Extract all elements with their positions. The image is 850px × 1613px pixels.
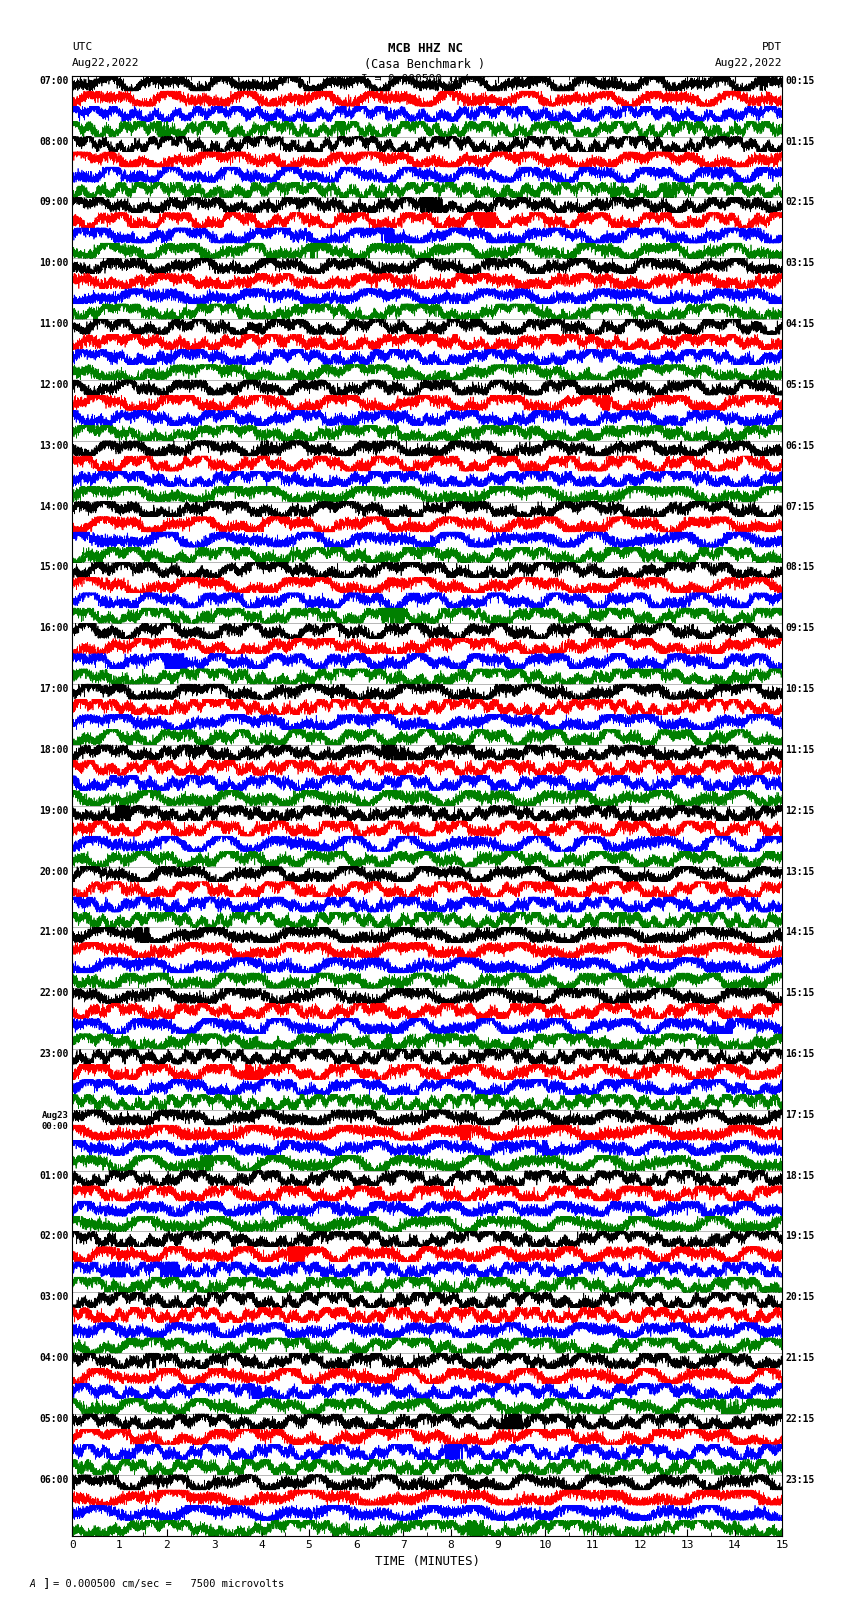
- Text: 02:00: 02:00: [39, 1231, 69, 1242]
- Text: 14:15: 14:15: [785, 927, 815, 937]
- Text: 02:15: 02:15: [785, 197, 815, 208]
- Text: 17:00: 17:00: [39, 684, 69, 694]
- Text: PDT: PDT: [762, 42, 782, 52]
- Text: 00:15: 00:15: [785, 76, 815, 85]
- Text: 04:00: 04:00: [39, 1353, 69, 1363]
- Text: 08:00: 08:00: [39, 137, 69, 147]
- Text: 19:00: 19:00: [39, 806, 69, 816]
- Text: 15:00: 15:00: [39, 563, 69, 573]
- Text: 20:00: 20:00: [39, 866, 69, 876]
- Text: I = 0.000500 cm/sec: I = 0.000500 cm/sec: [361, 74, 489, 84]
- Text: MCB HHZ NC: MCB HHZ NC: [388, 42, 462, 55]
- Text: (Casa Benchmark ): (Casa Benchmark ): [365, 58, 485, 71]
- Text: ]: ]: [42, 1578, 50, 1590]
- Text: 21:15: 21:15: [785, 1353, 815, 1363]
- Text: 13:15: 13:15: [785, 866, 815, 876]
- Text: 11:15: 11:15: [785, 745, 815, 755]
- Text: 10:15: 10:15: [785, 684, 815, 694]
- Text: 08:15: 08:15: [785, 563, 815, 573]
- Text: 19:15: 19:15: [785, 1231, 815, 1242]
- Text: Aug23
00:00: Aug23 00:00: [42, 1111, 69, 1131]
- Text: 15:15: 15:15: [785, 989, 815, 998]
- Text: 09:15: 09:15: [785, 623, 815, 634]
- Text: 03:00: 03:00: [39, 1292, 69, 1302]
- Text: Aug22,2022: Aug22,2022: [72, 58, 139, 68]
- Text: 22:15: 22:15: [785, 1415, 815, 1424]
- Text: 23:00: 23:00: [39, 1048, 69, 1060]
- Text: 05:00: 05:00: [39, 1415, 69, 1424]
- Text: 17:15: 17:15: [785, 1110, 815, 1119]
- Text: 12:15: 12:15: [785, 806, 815, 816]
- Text: 01:00: 01:00: [39, 1171, 69, 1181]
- Text: 07:00: 07:00: [39, 76, 69, 85]
- Text: 18:00: 18:00: [39, 745, 69, 755]
- Text: 23:15: 23:15: [785, 1474, 815, 1484]
- Text: UTC: UTC: [72, 42, 93, 52]
- Text: 09:00: 09:00: [39, 197, 69, 208]
- Text: 10:00: 10:00: [39, 258, 69, 268]
- Text: 14:00: 14:00: [39, 502, 69, 511]
- Text: 12:00: 12:00: [39, 381, 69, 390]
- Text: 06:15: 06:15: [785, 440, 815, 450]
- X-axis label: TIME (MINUTES): TIME (MINUTES): [375, 1555, 479, 1568]
- Text: 20:15: 20:15: [785, 1292, 815, 1302]
- Text: 22:00: 22:00: [39, 989, 69, 998]
- Text: 05:15: 05:15: [785, 381, 815, 390]
- Text: 16:15: 16:15: [785, 1048, 815, 1060]
- Text: 21:00: 21:00: [39, 927, 69, 937]
- Text: 11:00: 11:00: [39, 319, 69, 329]
- Text: 07:15: 07:15: [785, 502, 815, 511]
- Text: = 0.000500 cm/sec =   7500 microvolts: = 0.000500 cm/sec = 7500 microvolts: [53, 1579, 284, 1589]
- Text: 04:15: 04:15: [785, 319, 815, 329]
- Text: 18:15: 18:15: [785, 1171, 815, 1181]
- Text: A: A: [30, 1579, 36, 1589]
- Text: 03:15: 03:15: [785, 258, 815, 268]
- Text: 06:00: 06:00: [39, 1474, 69, 1484]
- Text: 13:00: 13:00: [39, 440, 69, 450]
- Text: 01:15: 01:15: [785, 137, 815, 147]
- Text: Aug22,2022: Aug22,2022: [715, 58, 782, 68]
- Text: 16:00: 16:00: [39, 623, 69, 634]
